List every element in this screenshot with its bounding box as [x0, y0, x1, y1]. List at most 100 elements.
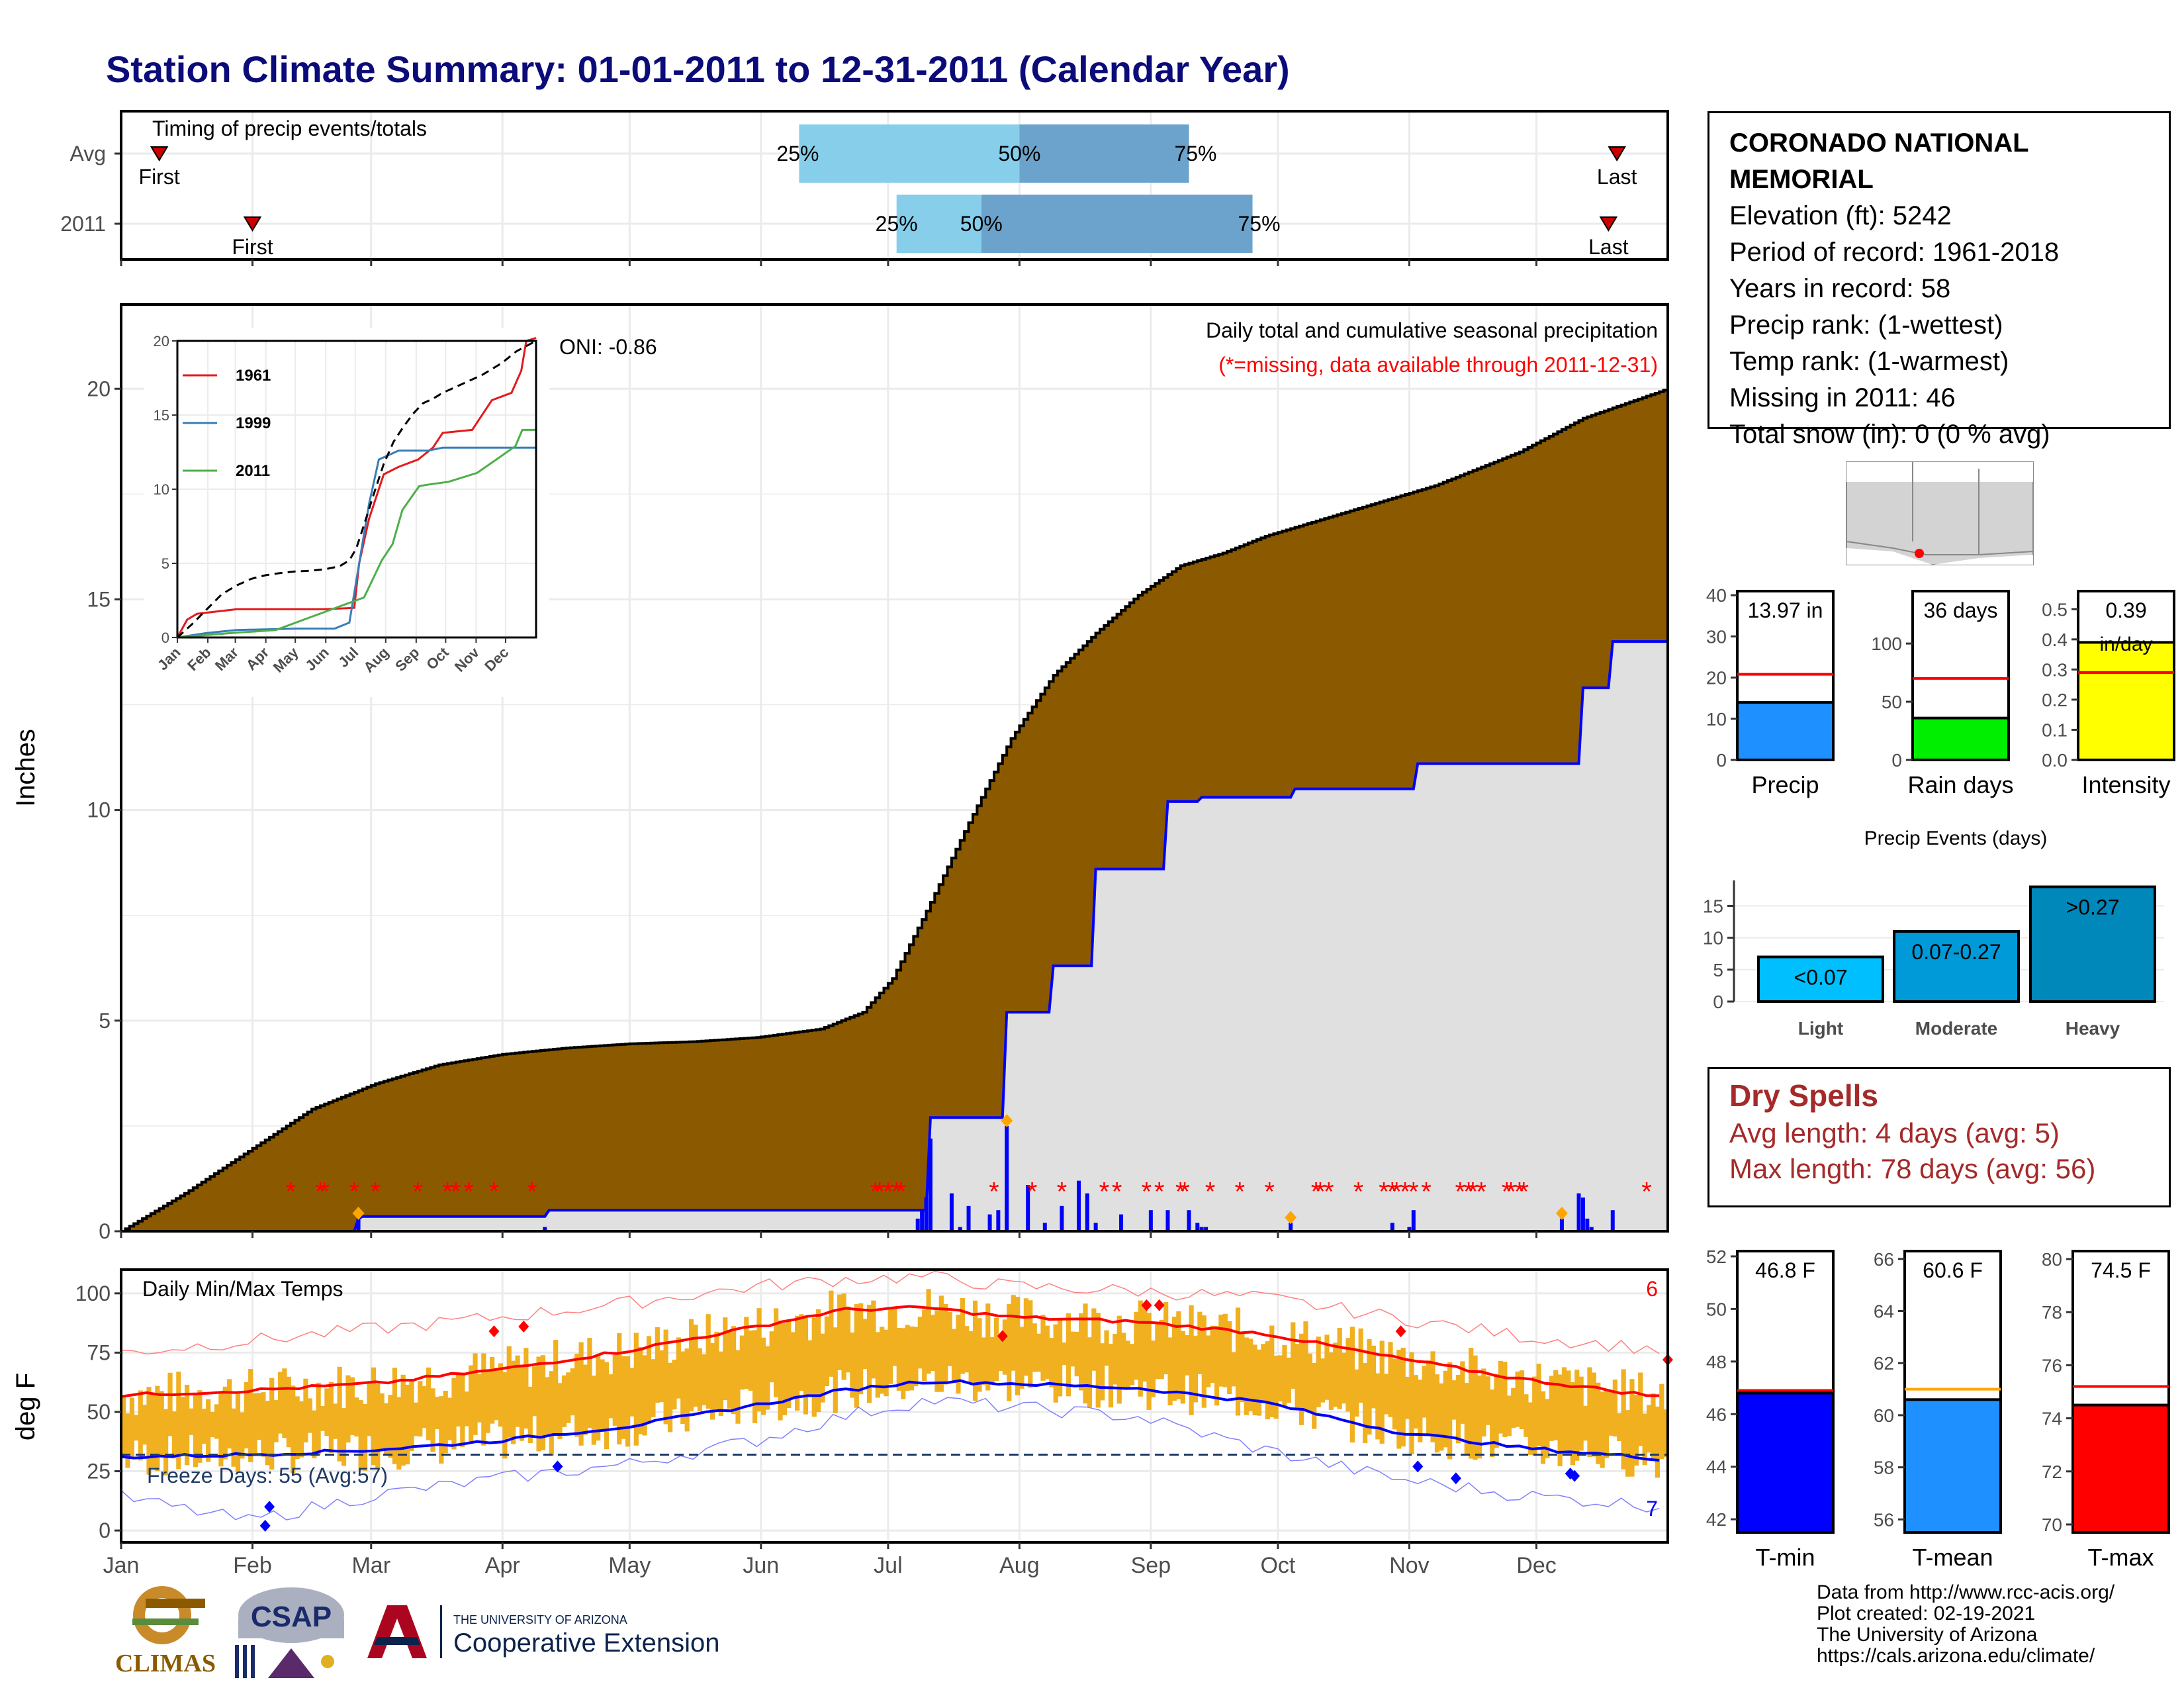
precip-missing-marker: *: [1179, 1178, 1190, 1207]
temp-daily-bar: [1494, 1374, 1499, 1448]
temp-daily-bar: [833, 1327, 838, 1413]
precip-daily-bar: [924, 1197, 929, 1231]
temp-daily-bar: [1295, 1343, 1300, 1409]
temp-daily-bar: [1621, 1369, 1626, 1470]
temp-daily-bar: [705, 1314, 711, 1409]
temp-x-tick-label: May: [608, 1553, 651, 1578]
temp-daily-bar: [1625, 1410, 1631, 1477]
timing-label-last: Last: [1597, 165, 1637, 189]
temp-daily-bar: [469, 1365, 474, 1443]
tempmean-y-tick-label: 56: [1874, 1509, 1894, 1530]
temp-daily-bar: [1396, 1349, 1402, 1449]
precip-missing-marker: *: [1142, 1178, 1152, 1207]
precip-missing-marker: *: [1519, 1178, 1529, 1207]
precip-total-2-unit-label: in/day: [2099, 633, 2152, 655]
precip-daily-bar: [987, 1214, 992, 1231]
inset-legend-label: 2011: [236, 462, 270, 480]
station-snow: Total snow (in): 0 (0 % avg): [1729, 420, 2050, 449]
temp-record-low-marker: [1450, 1472, 1461, 1485]
temp-daily-bar: [1354, 1369, 1359, 1417]
precip-missing-marker: *: [1324, 1178, 1334, 1207]
precip-missing-marker: *: [285, 1178, 296, 1207]
precip-total-2-y-tick-label: 0.4: [2042, 630, 2068, 650]
temp-daily-bar: [1388, 1342, 1393, 1417]
precip-missing-marker: *: [463, 1178, 474, 1207]
precip-missing-marker: *: [1057, 1178, 1068, 1207]
temp-daily-bar: [1345, 1338, 1351, 1412]
temp-daily-bar: [621, 1356, 626, 1439]
location-map-mexico: [1933, 555, 2033, 565]
station-precip-rank: Precip rank: (1-wettest): [1729, 310, 2003, 340]
temp-total-2-y-tick-label: 76: [2042, 1355, 2062, 1376]
temp-daily-bar: [197, 1390, 203, 1463]
temp-daily-bar: [235, 1393, 241, 1473]
temp-x-tick-label: Jan: [103, 1553, 140, 1578]
temp-daily-bar: [1032, 1323, 1037, 1372]
precip-missing-marker: *: [1421, 1178, 1432, 1207]
temp-freeze-days-label: Freeze Days: 55 (Avg:57): [147, 1464, 388, 1487]
temp-daily-bar: [1176, 1311, 1181, 1399]
temp-daily-bar: [409, 1380, 414, 1451]
precip-daily-bar: [1289, 1223, 1293, 1231]
precip-daily-bar: [920, 1210, 925, 1231]
temp-total-2-y-tick-label: 74: [2042, 1409, 2062, 1429]
temp-daily-bar: [880, 1327, 885, 1394]
temp-daily-bar: [1506, 1395, 1512, 1436]
temp-record-high-marker: [488, 1325, 500, 1338]
temp-daily-bar: [638, 1346, 643, 1434]
temp-daily-bar: [1273, 1355, 1279, 1419]
temp-daily-bar: [1519, 1370, 1525, 1430]
precip-total-1-y-tick-label: 0: [1891, 750, 1902, 771]
precip-missing-marker: *: [1027, 1178, 1038, 1207]
temp-record-high-marker: [518, 1320, 529, 1333]
events-bar-label: 0.07-0.27: [1911, 940, 2001, 964]
climas-logo: CLIMAS: [115, 1586, 216, 1677]
temp-daily-bar: [633, 1333, 639, 1446]
temp-daily-bar: [1333, 1342, 1338, 1407]
precip-total-1-category-label: Rain days: [1907, 771, 2013, 798]
inset-y-tick-label: 10: [154, 481, 169, 498]
temp-daily-bar: [324, 1388, 330, 1436]
temp-daily-bar: [1312, 1362, 1317, 1429]
temp-daily-bar: [1549, 1376, 1554, 1441]
temp-daily-bar: [1146, 1313, 1152, 1410]
temp-daily-bar: [477, 1374, 482, 1423]
temp-daily-bar: [473, 1353, 478, 1435]
temp-daily-bar: [295, 1396, 300, 1460]
temp-daily-bar: [1574, 1370, 1580, 1461]
temp-daily-bar: [383, 1403, 389, 1456]
precip-total-2-category-label: Intensity: [2081, 771, 2170, 798]
temp-daily-bar: [587, 1338, 592, 1429]
temp-daily-bar: [1040, 1315, 1046, 1381]
temp-record-low-marker: [264, 1501, 275, 1513]
temp-daily-bar: [150, 1394, 156, 1468]
temp-daily-bar: [349, 1377, 355, 1435]
credit-university: The University of Arizona: [1817, 1624, 2038, 1646]
temp-daily-bar: [1053, 1324, 1058, 1403]
precip-daily-bar: [1576, 1193, 1581, 1231]
temp-daily-bar: [714, 1331, 719, 1409]
temp-record-high-marker: [1154, 1299, 1165, 1311]
temp-y-tick-label: 100: [75, 1282, 111, 1305]
temp-daily-bar: [298, 1401, 304, 1458]
temp-daily-bar: [155, 1385, 160, 1472]
location-map-border: [1846, 541, 2034, 555]
tempmean-y-tick-label: 58: [1874, 1458, 1894, 1478]
temp-daily-bar: [972, 1300, 978, 1401]
precip-y-tick-label: 20: [87, 377, 111, 400]
precip-daily-bar: [1093, 1223, 1098, 1231]
temp-daily-bar: [1070, 1331, 1075, 1367]
precip-daily-bar: [1165, 1210, 1170, 1231]
temp-daily-bar: [985, 1303, 991, 1391]
temp-daily-bar: [875, 1332, 880, 1398]
temp-daily-bar: [655, 1327, 660, 1403]
temp-daily-bar: [1455, 1374, 1461, 1444]
precip-daily-bar: [1610, 1210, 1615, 1231]
temp-daily-bar: [901, 1328, 906, 1399]
temp-daily-bar: [786, 1321, 792, 1409]
temp-daily-bar: [1108, 1343, 1114, 1408]
temp-daily-bar: [379, 1393, 385, 1450]
temp-record-low-marker: [1412, 1460, 1424, 1473]
temp-daily-bar: [1167, 1337, 1173, 1406]
temp-daily-bar: [1180, 1331, 1185, 1404]
